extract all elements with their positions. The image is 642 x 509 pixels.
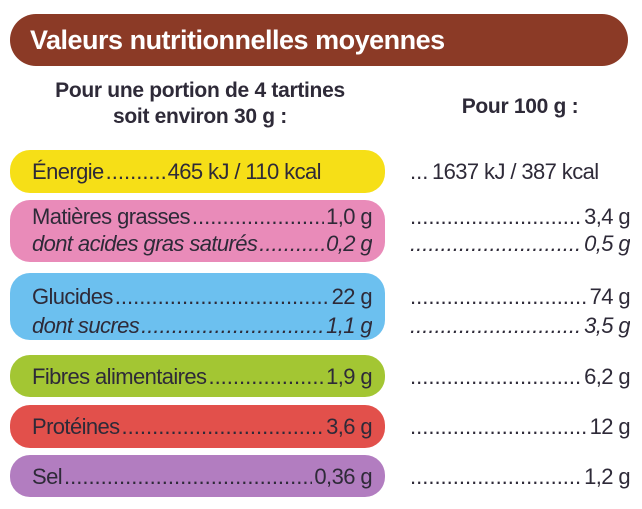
row-value: 3,5 g bbox=[584, 313, 630, 338]
row-value: 1,9 g bbox=[326, 364, 372, 389]
row-label: Fibres alimentaires bbox=[32, 364, 207, 389]
row-value: 0,5 g bbox=[584, 231, 630, 256]
row-label: dont sucres bbox=[32, 313, 140, 338]
matieres-grasses-per100-row: 3,4 g bbox=[408, 203, 630, 231]
portion-header-line2: soit environ 30 g : bbox=[113, 105, 287, 128]
row-label: Sel bbox=[32, 464, 63, 489]
portion-header: Pour une portion de 4 tartines soit envi… bbox=[20, 78, 380, 130]
sel-portion-row: Sel 0,36 g bbox=[32, 463, 372, 491]
row-value: 1,1 g bbox=[326, 313, 372, 338]
row-value: 74 g bbox=[589, 284, 630, 309]
row-label: Protéines bbox=[32, 414, 120, 439]
row-label: dont acides gras saturés bbox=[32, 231, 258, 256]
sucres-per100-row: 3,5 g bbox=[408, 312, 630, 340]
row-value: 3,4 g bbox=[584, 204, 630, 229]
fibres-per100-row: 6,2 g bbox=[408, 363, 630, 391]
sucres-portion-row: dont sucres 1,1 g bbox=[32, 312, 372, 340]
row-value: 0,36 g bbox=[314, 464, 372, 489]
title-banner: Valeurs nutritionnelles moyennes bbox=[10, 14, 628, 66]
row-value: 12 g bbox=[589, 414, 630, 439]
row-label: Énergie bbox=[32, 159, 104, 184]
energie-per100-row: 1637 kJ / 387 kcal bbox=[408, 158, 630, 186]
glucides-per100-row: 74 g bbox=[408, 283, 630, 311]
row-label: Glucides bbox=[32, 284, 113, 309]
proteines-per100-row: 12 g bbox=[408, 413, 630, 441]
row-value: 3,6 g bbox=[326, 414, 372, 439]
row-value: 6,2 g bbox=[584, 364, 630, 389]
row-value: 1637 kJ / 387 kcal bbox=[432, 159, 599, 184]
matieres-grasses-portion-row: Matières grasses 1,0 g bbox=[32, 203, 372, 231]
energie-portion-row: Énergie 465 kJ / 110 kcal bbox=[32, 158, 372, 186]
row-value: 22 g bbox=[331, 284, 372, 309]
portion-header-line1: Pour une portion de 4 tartines bbox=[55, 79, 345, 102]
row-label: Matières grasses bbox=[32, 204, 191, 229]
row-value: 1,2 g bbox=[584, 464, 630, 489]
row-value: 0,2 g bbox=[326, 231, 372, 256]
per100-header: Pour 100 g : bbox=[461, 95, 579, 118]
sel-per100-row: 1,2 g bbox=[408, 463, 630, 491]
fibres-portion-row: Fibres alimentaires 1,9 g bbox=[32, 363, 372, 391]
glucides-portion-row: Glucides 22 g bbox=[32, 283, 372, 311]
row-value: 465 kJ / 110 kcal bbox=[167, 159, 322, 184]
proteines-portion-row: Protéines 3,6 g bbox=[32, 413, 372, 441]
row-value: 1,0 g bbox=[326, 204, 372, 229]
energie-pill bbox=[10, 150, 385, 193]
satures-portion-row: dont acides gras saturés 0,2 g bbox=[32, 230, 372, 258]
satures-per100-row: 0,5 g bbox=[408, 230, 630, 258]
